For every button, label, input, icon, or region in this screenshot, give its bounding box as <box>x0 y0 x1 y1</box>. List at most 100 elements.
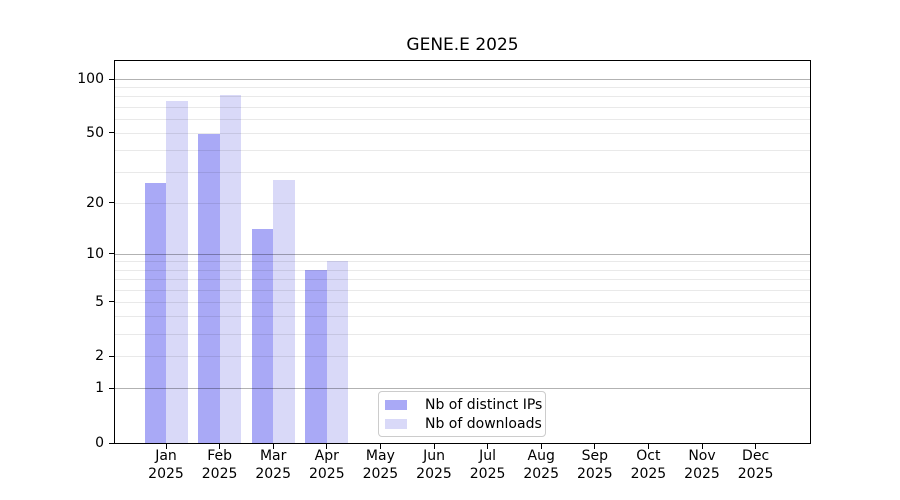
bar-distinct-ips-jan <box>144 183 166 443</box>
bar-distinct-ips-feb <box>198 134 220 443</box>
x-tick-year: 2025 <box>255 465 291 482</box>
legend: Nb of distinct IPs Nb of downloads <box>378 391 546 437</box>
chart-title: GENE.E 2025 <box>406 35 519 55</box>
x-tick-month: Aug <box>527 448 555 464</box>
y-tick-label: 5 <box>95 293 104 310</box>
y-tick-mark <box>109 132 114 134</box>
x-tick-year: 2025 <box>308 465 345 482</box>
x-tick-year: 2025 <box>684 465 720 482</box>
x-tick-mark <box>326 444 328 449</box>
bars-layer <box>115 61 810 443</box>
grid-line-major <box>115 388 810 390</box>
legend-swatch-downloads <box>385 418 407 429</box>
grid-line-major <box>115 253 810 255</box>
x-tick-mark <box>219 444 221 449</box>
x-tick-year: 2025 <box>630 465 667 482</box>
x-tick-label: Jul 2025 <box>452 448 524 483</box>
y-tick-label: 20 <box>86 194 104 211</box>
grid-layer <box>115 61 810 443</box>
bar-distinct-ips-apr <box>305 269 327 443</box>
x-tick-month: Mar <box>259 448 287 464</box>
legend-label-distinct-ips: Nb of distinct IPs <box>425 396 543 413</box>
plot-area <box>114 60 811 444</box>
grid-line-minor <box>115 132 810 134</box>
x-tick-year: 2025 <box>523 465 559 482</box>
grid-line-minor <box>115 261 810 263</box>
x-tick-month: Sep <box>581 448 608 464</box>
grid-line-minor <box>115 87 810 89</box>
x-tick-month: Dec <box>742 448 770 464</box>
x-tick-mark <box>701 444 703 449</box>
x-tick-month: Jan <box>155 448 177 464</box>
legend-item-distinct-ips: Nb of distinct IPs <box>385 396 543 413</box>
x-tick-month: May <box>365 448 395 464</box>
y-tick-mark <box>109 253 114 255</box>
grid-line-minor <box>115 301 810 303</box>
x-tick-label: Nov 2025 <box>666 448 738 483</box>
grid-line-minor <box>115 289 810 291</box>
x-tick-label: May 2025 <box>344 448 416 483</box>
y-tick-label: 0 <box>95 435 104 451</box>
x-tick-label: Dec 2025 <box>720 448 792 483</box>
y-tick-label: 50 <box>86 124 104 141</box>
x-tick-year: 2025 <box>201 465 238 482</box>
x-tick-label: Oct 2025 <box>612 448 684 483</box>
x-tick-mark <box>165 444 167 449</box>
legend-label-downloads: Nb of downloads <box>425 415 542 432</box>
legend-item-downloads: Nb of downloads <box>385 415 542 432</box>
grid-line-minor <box>115 269 810 271</box>
x-tick-mark <box>755 444 757 449</box>
x-tick-year: 2025 <box>469 465 506 482</box>
x-tick-mark <box>272 444 274 449</box>
x-tick-year: 2025 <box>362 465 399 482</box>
x-tick-label: Jan 2025 <box>130 448 202 483</box>
grid-line-major <box>115 79 810 80</box>
x-tick-year: 2025 <box>148 465 184 482</box>
legend-swatch-distinct-ips <box>385 399 407 410</box>
x-tick-label: Apr 2025 <box>291 448 363 483</box>
grid-line-minor <box>115 106 810 108</box>
grid-line-minor <box>115 316 810 318</box>
grid-line-minor <box>115 202 810 204</box>
x-tick-label: Feb 2025 <box>184 448 256 483</box>
x-tick-month: Jun <box>423 448 445 464</box>
x-tick-mark <box>487 444 489 449</box>
grid-line-minor <box>115 278 810 280</box>
x-tick-year: 2025 <box>576 465 613 482</box>
bar-distinct-ips-mar <box>251 229 274 443</box>
x-tick-mark <box>433 444 435 449</box>
grid-line-minor <box>115 333 810 335</box>
bar-downloads-jan <box>166 101 188 443</box>
x-tick-month: Feb <box>207 448 232 464</box>
x-tick-month: Oct <box>636 448 661 464</box>
x-tick-month: Apr <box>314 448 339 464</box>
y-tick-mark <box>109 442 114 444</box>
x-tick-mark <box>379 444 381 449</box>
bar-downloads-apr <box>326 261 349 443</box>
x-tick-label: Jun 2025 <box>398 448 470 483</box>
x-tick-mark <box>594 444 596 449</box>
x-tick-month: Nov <box>688 448 716 464</box>
y-tick-label: 10 <box>86 245 104 262</box>
x-tick-label: Aug 2025 <box>505 448 577 483</box>
x-tick-year: 2025 <box>416 465 452 482</box>
y-tick-label: 2 <box>95 348 104 365</box>
grid-line-minor <box>115 356 810 358</box>
x-tick-month: Jul <box>479 448 497 464</box>
y-tick-mark <box>109 202 114 204</box>
bar-downloads-mar <box>273 180 295 443</box>
x-tick-label: Sep 2025 <box>559 448 631 483</box>
x-tick-label: Mar 2025 <box>237 448 309 483</box>
y-tick-mark <box>109 301 114 303</box>
y-tick-mark <box>109 387 114 389</box>
grid-line-minor <box>115 118 810 120</box>
grid-line-minor <box>115 150 810 152</box>
y-tick-mark <box>109 78 114 80</box>
x-tick-mark <box>647 444 649 449</box>
x-tick-year: 2025 <box>737 465 774 482</box>
y-tick-mark <box>109 355 114 357</box>
bar-downloads-feb <box>219 95 242 443</box>
y-tick-label: 100 <box>77 71 104 87</box>
grid-line-minor <box>115 172 810 174</box>
